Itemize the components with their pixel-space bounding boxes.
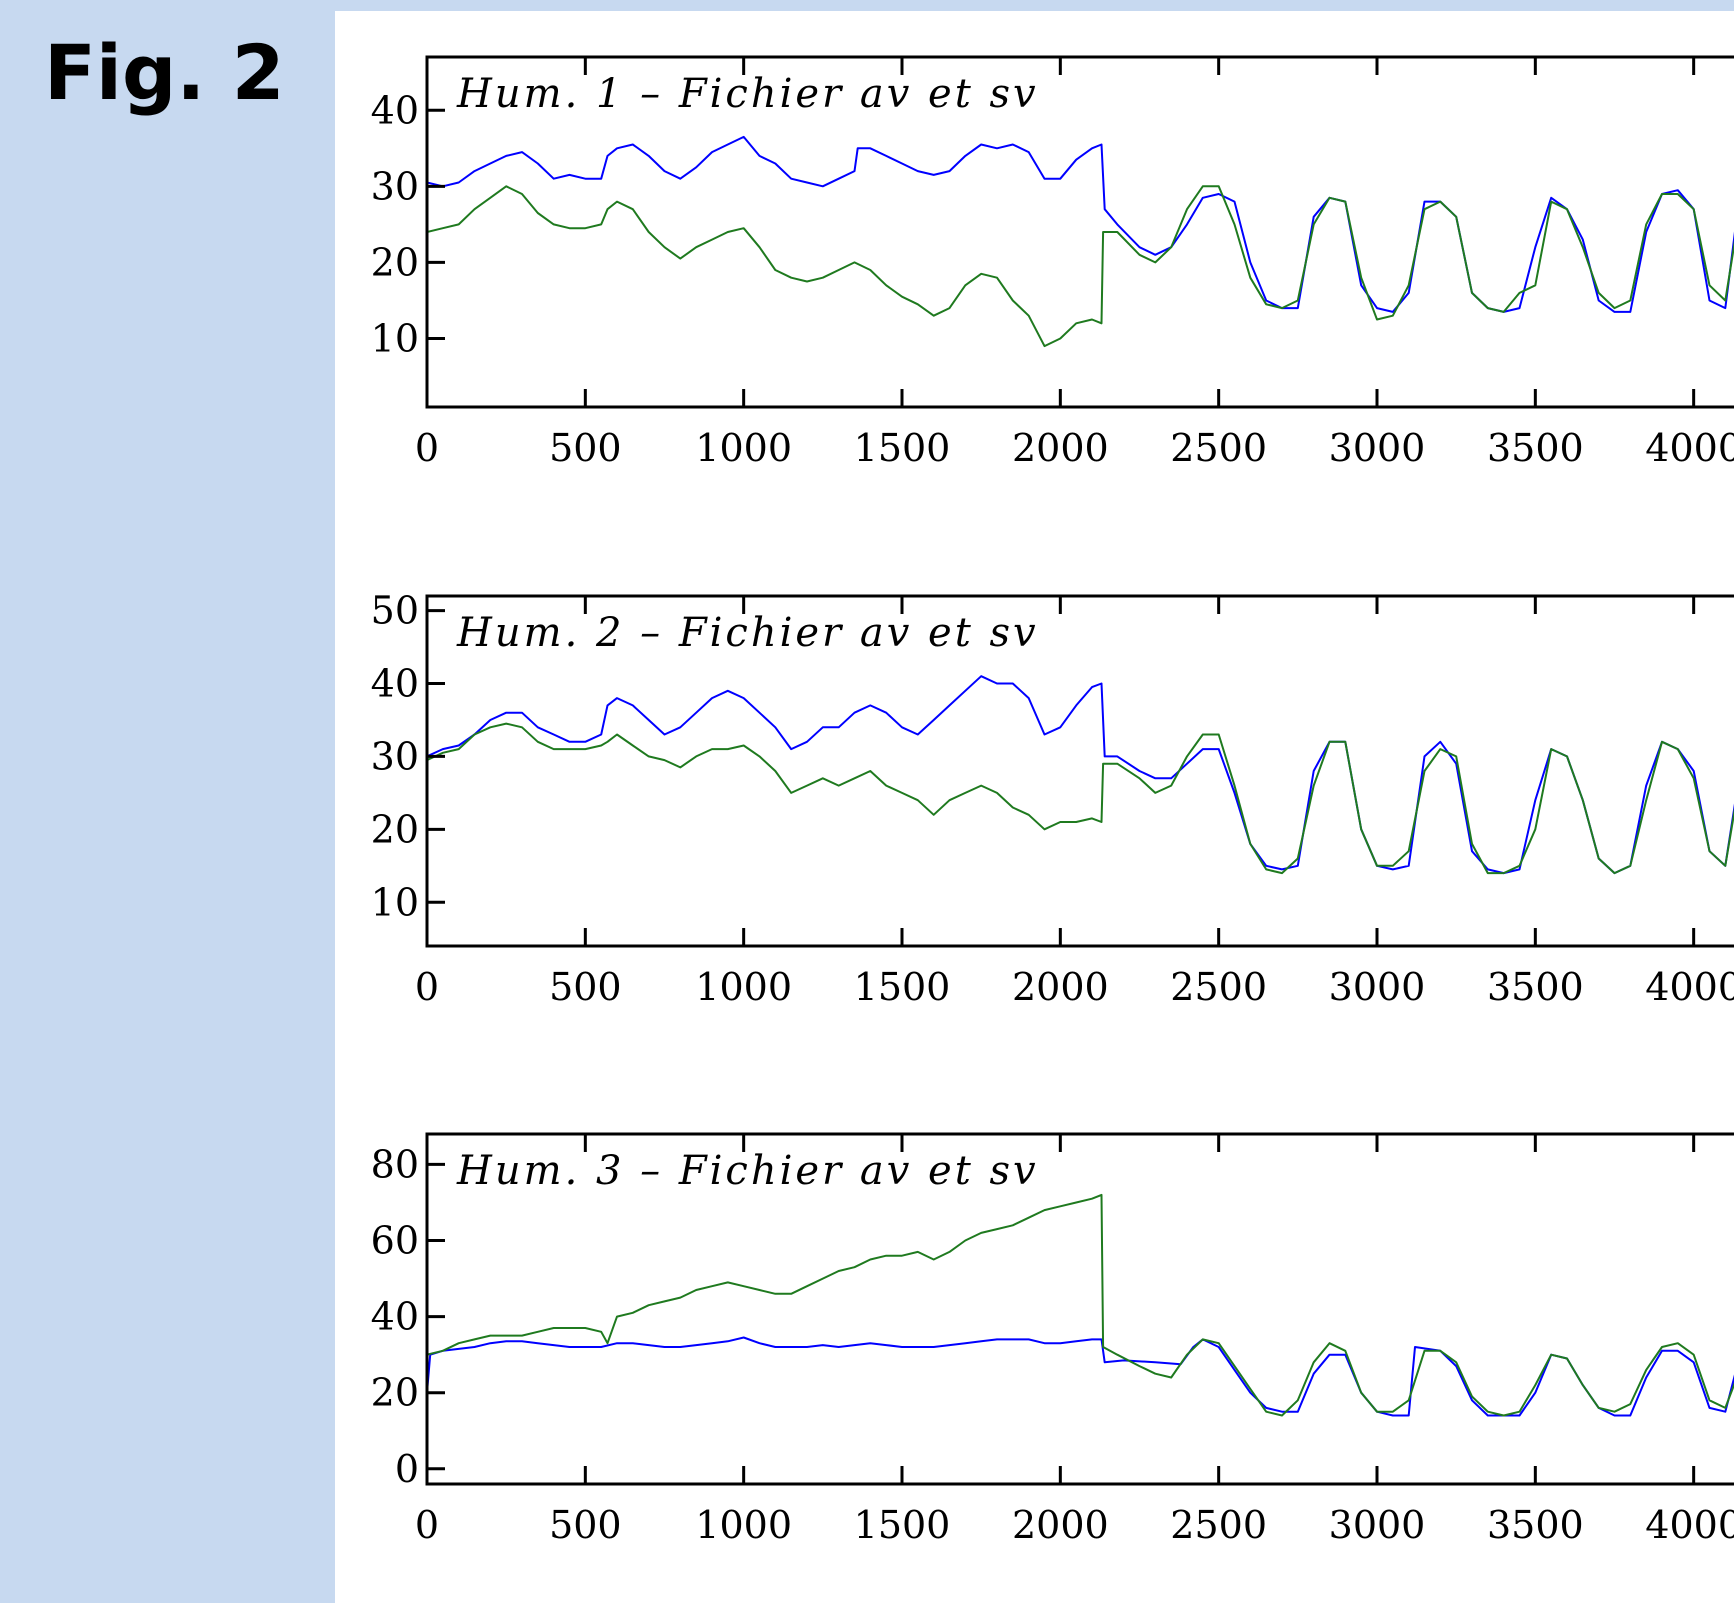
y-tick-label: 80 bbox=[371, 1142, 419, 1186]
y-tick-label: 20 bbox=[371, 240, 419, 284]
x-tick-label: 0 bbox=[415, 1503, 439, 1547]
x-tick-label: 3500 bbox=[1487, 1503, 1584, 1547]
x-tick-label: 1000 bbox=[695, 1503, 792, 1547]
x-tick-label: 3000 bbox=[1329, 965, 1426, 1009]
series-line-3-2 bbox=[427, 1193, 1734, 1417]
y-tick-label: 40 bbox=[371, 88, 419, 132]
x-tick-label: 1500 bbox=[854, 426, 951, 470]
axes-frame bbox=[425, 594, 1734, 948]
x-tick-label: 2000 bbox=[1012, 1503, 1109, 1547]
x-tick-label: 3500 bbox=[1487, 965, 1584, 1009]
y-tick-label: 0 bbox=[395, 1447, 419, 1491]
series-line-2-1 bbox=[427, 675, 1734, 875]
y-tick-label: 40 bbox=[371, 1295, 419, 1339]
y-tick-label: 20 bbox=[371, 807, 419, 851]
x-tick-label: 3000 bbox=[1329, 426, 1426, 470]
series-line-2-2 bbox=[427, 722, 1734, 875]
x-tick-label: 1000 bbox=[695, 965, 792, 1009]
y-tick-label: 30 bbox=[371, 164, 419, 208]
x-tick-label: 2500 bbox=[1170, 426, 1267, 470]
series-line-3-1 bbox=[427, 1336, 1734, 1417]
x-tick-label: 500 bbox=[549, 1503, 622, 1547]
x-tick-label: 1000 bbox=[695, 426, 792, 470]
axes-frame bbox=[425, 1132, 1734, 1486]
x-tick-label: 2500 bbox=[1170, 965, 1267, 1009]
y-tick-label: 10 bbox=[371, 880, 419, 924]
chart-title: Hum. 1 – Fichier av et sv bbox=[456, 71, 1039, 117]
series-line-1-1 bbox=[427, 135, 1734, 313]
y-tick-label: 40 bbox=[371, 662, 419, 706]
chart-panel-3: 0 500 1000 1500 2000 2500 3000 3500 4000 0 20 40 60 8… bbox=[371, 1132, 1734, 1547]
x-tick-label: 4000 bbox=[1645, 426, 1734, 470]
y-tick-label: 50 bbox=[371, 589, 419, 633]
x-tick-label: 500 bbox=[549, 965, 622, 1009]
y-tick-label: 60 bbox=[371, 1219, 419, 1263]
y-tick-label: 30 bbox=[371, 734, 419, 778]
x-tick-label: 0 bbox=[415, 965, 439, 1009]
x-tick-label: 500 bbox=[549, 426, 622, 470]
y-tick-label: 20 bbox=[371, 1371, 419, 1415]
x-tick-label: 3000 bbox=[1329, 1503, 1426, 1547]
x-tick-label: 0 bbox=[415, 426, 439, 470]
x-tick-label: 1500 bbox=[854, 965, 951, 1009]
plot-area: 0 500 1000 1500 2000 2500 3000 3500 4000 10 20 30 40… bbox=[335, 11, 1734, 1603]
x-tick-label: 2000 bbox=[1012, 426, 1109, 470]
figure-side-panel bbox=[0, 0, 335, 1603]
chart-canvas: 0 500 1000 1500 2000 2500 3000 3500 400010203040… bbox=[371, 55, 1734, 1547]
chart-title: Hum. 3 – Fichier av et sv bbox=[456, 1148, 1039, 1194]
x-tick-label: 2000 bbox=[1012, 965, 1109, 1009]
chart-panel-2: 0 500 1000 1500 2000 2500 3000 3500 4000 10 20 30 40… bbox=[371, 589, 1734, 1009]
y-tick-label: 10 bbox=[371, 317, 419, 361]
series-line-1-2 bbox=[427, 185, 1734, 348]
chart-panel-1: 0 500 1000 1500 2000 2500 3000 3500 4000 10 20 30 40… bbox=[371, 55, 1734, 470]
axes-frame bbox=[425, 55, 1734, 409]
x-tick-label: 3500 bbox=[1487, 426, 1584, 470]
chart-title: Hum. 2 – Fichier av et sv bbox=[456, 610, 1039, 656]
x-tick-label: 4000 bbox=[1645, 965, 1734, 1009]
x-tick-label: 2500 bbox=[1170, 1503, 1267, 1547]
x-tick-label: 1500 bbox=[854, 1503, 951, 1547]
x-tick-label: 4000 bbox=[1645, 1503, 1734, 1547]
figure-label: Fig. 2 bbox=[44, 28, 285, 117]
